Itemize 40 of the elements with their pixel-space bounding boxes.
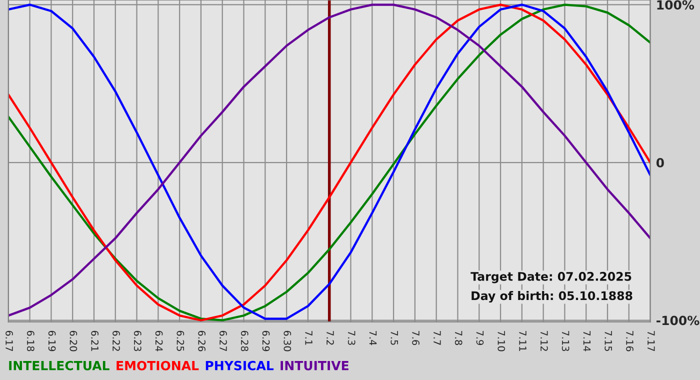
x-tick-label: 6.23	[134, 330, 142, 352]
x-tick-label: 6.29	[262, 330, 270, 352]
x-tick-label: 7.4	[369, 330, 377, 346]
x-tick-label: 7.8	[454, 330, 462, 345]
y-tick-label: 100%	[657, 0, 694, 10]
text: INTELLECTUAL	[9, 360, 110, 370]
x-tick-label: 7.11	[519, 330, 526, 351]
x-tick-label: 6.20	[70, 330, 78, 352]
x-tick-label: 6.30	[284, 330, 292, 352]
x-tick-label: 7.7	[434, 330, 441, 345]
x-tick-label: 7.16	[626, 330, 634, 352]
x-tick-label: 6.17	[6, 330, 13, 352]
text: EMOTIONAL	[116, 360, 199, 370]
y-tick-label: 0	[656, 158, 664, 168]
x-tick-label: 7.9	[476, 330, 484, 345]
x-tick-label: 7.1	[305, 330, 312, 345]
x-tick-label: 6.18	[26, 330, 34, 352]
x-tick-label: 7.15	[604, 330, 612, 351]
x-tick-label: 6.24	[155, 330, 163, 352]
x-tick-label: 7.13	[562, 330, 570, 352]
y-tick-label: -100%	[656, 316, 700, 326]
x-tick-label: 7.3	[348, 330, 356, 345]
x-tick-label: 7.14	[583, 330, 591, 352]
x-tick-label: 7.5	[390, 330, 398, 345]
text: PHYSICAL	[206, 360, 274, 370]
x-tick-label: 6.27	[220, 330, 227, 352]
text: INTUITIVE	[280, 361, 348, 370]
x-tick-label: 6.28	[240, 330, 248, 352]
x-tick-label: 7.6	[412, 330, 420, 346]
x-tick-label: 6.19	[48, 330, 56, 352]
annotation: Target Date: 07.02.2025	[470, 272, 632, 284]
x-tick-label: 7.2	[326, 330, 334, 345]
x-tick-label: 6.22	[112, 330, 120, 351]
annotation: Day of birth: 05.10.1888	[472, 291, 632, 303]
x-tick-label: 7.17	[648, 330, 655, 352]
x-tick-label: 7.12	[540, 330, 548, 351]
x-tick-label: 6.26	[198, 330, 206, 352]
x-tick-label: 6.21	[91, 330, 99, 351]
x-tick-label: 6.25	[176, 330, 184, 351]
x-tick-label: 7.10	[498, 330, 506, 352]
